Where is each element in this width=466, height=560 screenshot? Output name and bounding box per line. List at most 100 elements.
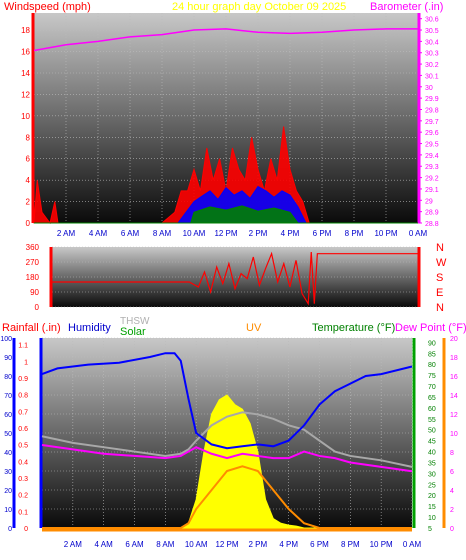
temperature-tick: 60 [428,406,436,413]
chart-title: 24 hour graph day October 09 2025 [172,1,346,13]
temperature-tick: 65 [428,395,436,402]
direction-tick: 180 [26,273,40,282]
barometer-tick: 30.4 [425,39,439,46]
thsw-label: THSW [120,316,150,327]
humidity-tick: 30 [4,469,12,476]
dewpoint-tick: 10 [450,431,458,438]
temperature-tick: 10 [428,515,436,522]
barometer-tick: 29.4 [425,153,439,160]
rainfall-tick: 0.9 [18,376,28,383]
x-tick-label: 8 PM [345,229,364,238]
x-tick-label: 4 AM [89,229,108,238]
rainfall-tick: 0.8 [18,393,28,400]
barometer-tick: 30.1 [425,73,439,80]
x-tick-label: 10 PM [370,540,393,549]
temperature-axis-label: Temperature (°F) [312,322,395,334]
barometer-tick: 29.9 [425,96,439,103]
temperature-series [41,444,413,473]
x-tick-label: 8 AM [156,540,175,549]
humidity-tick: 50 [4,431,12,438]
humidity-tick: 80 [4,374,12,381]
windspeed-tick: 8 [26,133,31,142]
solar-label: Solar [120,326,146,338]
barometer-tick: 30.3 [425,51,439,58]
rainfall-tick: 0 [24,526,28,533]
thsw-series [41,411,413,468]
dewpoint-tick: 20 [450,336,458,343]
direction-tick: 0 [35,303,40,312]
x-tick-label: 6 AM [125,540,144,549]
temperature-tick: 40 [428,450,436,457]
temperature-humidity-panel: 010203040506070809010000.10.20.30.40.50.… [0,336,458,549]
x-tick-label: 8 PM [341,540,360,549]
direction-tick: 90 [30,288,39,297]
x-tick-label: 2 AM [64,540,83,549]
direction-tick: 270 [26,258,40,267]
dew-point-series [42,465,412,529]
x-tick-label: 2 PM [248,540,267,549]
humidity-tick: 90 [4,355,12,362]
windspeed-tick: 2 [26,198,31,207]
temperature-tick: 30 [428,471,436,478]
barometer-tick: 30 [425,85,433,92]
barometer-tick: 29.6 [425,130,439,137]
x-tick-label: 2 AM [57,229,76,238]
windspeed-tick: 10 [21,112,30,121]
uv-label: UV [246,322,262,334]
temperature-tick: 85 [428,351,436,358]
humidity-tick: 20 [4,488,12,495]
humidity-tick: 10 [4,507,12,514]
solar-series [42,394,412,529]
barometer-tick: 29.5 [425,142,439,149]
wind-series-3 [34,205,418,224]
barometer-tick: 29.7 [425,119,439,126]
compass-label: E [436,287,443,299]
x-tick-label: 2 PM [249,229,268,238]
windspeed-tick: 4 [26,176,31,185]
x-tick-label: 10 AM [185,540,208,549]
dewpoint-tick: 0 [450,526,454,533]
humidity-tick: 0 [8,526,12,533]
temperature-tick: 35 [428,460,436,467]
x-tick-label: 4 AM [95,540,114,549]
rainfall-tick: 0.3 [18,476,28,483]
rainfall-tick: 0.1 [18,509,28,516]
compass-label: W [436,257,447,269]
temperature-tick: 55 [428,417,436,424]
windspeed-tick: 18 [21,26,30,35]
windspeed-tick: 12 [21,90,30,99]
compass-label: N [436,302,444,314]
wind-direction-series [52,251,418,306]
x-tick-label: 4 PM [279,540,298,549]
x-tick-label: 4 PM [281,229,300,238]
direction-tick: 360 [26,243,40,252]
rainfall-tick: 0.4 [18,459,28,466]
humidity-axis-label: Humidity [68,322,111,334]
wind-barometer-panel: 0 2 4 6 8 10 12 14 16 18 28.8 28.9 29 29.1 29.2 29.3 29.… [21,13,439,238]
barometer-tick: 29.8 [425,107,439,114]
compass-label: N [436,242,444,254]
x-tick-label: 6 AM [121,229,140,238]
barometer-tick: 29.1 [425,187,439,194]
x-tick-label: 10 AM [183,229,206,238]
barometer-tick: 29.2 [425,176,439,183]
humidity-tick: 40 [4,450,12,457]
windspeed-tick: 0 [26,219,31,228]
rainfall-tick: 0.2 [18,493,28,500]
x-tick-label: 6 PM [310,540,329,549]
rainfall-tick: 0.5 [18,443,28,450]
barometer-tick: 30.5 [425,28,439,35]
x-tick-label: 0 AM [403,540,422,549]
dewpoint-tick: 12 [450,412,458,419]
humidity-tick: 70 [4,393,12,400]
barometer-tick: 28.8 [425,221,439,228]
humidity-tick: 60 [4,412,12,419]
dewpoint-tick: 8 [450,450,454,457]
barometer-tick: 29 [425,198,433,205]
dewpoint-tick: 2 [450,507,454,514]
windspeed-tick: 6 [26,155,31,164]
x-tick-label: 10 PM [374,229,397,238]
